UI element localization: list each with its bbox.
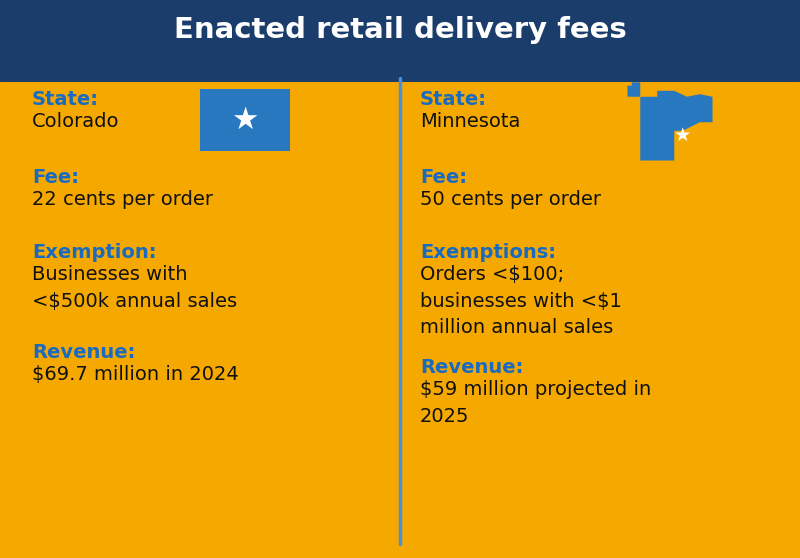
- Polygon shape: [627, 75, 713, 161]
- Text: 22 cents per order: 22 cents per order: [32, 190, 213, 209]
- Text: Fee:: Fee:: [420, 168, 467, 187]
- Bar: [2, 60, 798, 75]
- Text: Colorado: Colorado: [32, 112, 119, 131]
- Text: ★: ★: [674, 126, 691, 145]
- Text: Minnesota: Minnesota: [420, 112, 520, 131]
- Text: Enacted retail delivery fees: Enacted retail delivery fees: [174, 16, 626, 44]
- FancyBboxPatch shape: [0, 0, 800, 82]
- Text: ★: ★: [231, 105, 258, 134]
- Text: Revenue:: Revenue:: [32, 343, 135, 362]
- Text: Revenue:: Revenue:: [420, 358, 523, 377]
- Text: Orders <$100;
businesses with <$1
million annual sales: Orders <$100; businesses with <$1 millio…: [420, 265, 622, 337]
- Text: Exemption:: Exemption:: [32, 243, 157, 262]
- Text: $59 million projected in
2025: $59 million projected in 2025: [420, 380, 651, 426]
- Text: $69.7 million in 2024: $69.7 million in 2024: [32, 365, 238, 384]
- Text: State:: State:: [420, 90, 487, 109]
- Text: State:: State:: [32, 90, 99, 109]
- Text: Businesses with
<$500k annual sales: Businesses with <$500k annual sales: [32, 265, 237, 310]
- Text: Fee:: Fee:: [32, 168, 79, 187]
- FancyBboxPatch shape: [200, 89, 290, 151]
- Text: 50 cents per order: 50 cents per order: [420, 190, 601, 209]
- Text: Exemptions:: Exemptions:: [420, 243, 556, 262]
